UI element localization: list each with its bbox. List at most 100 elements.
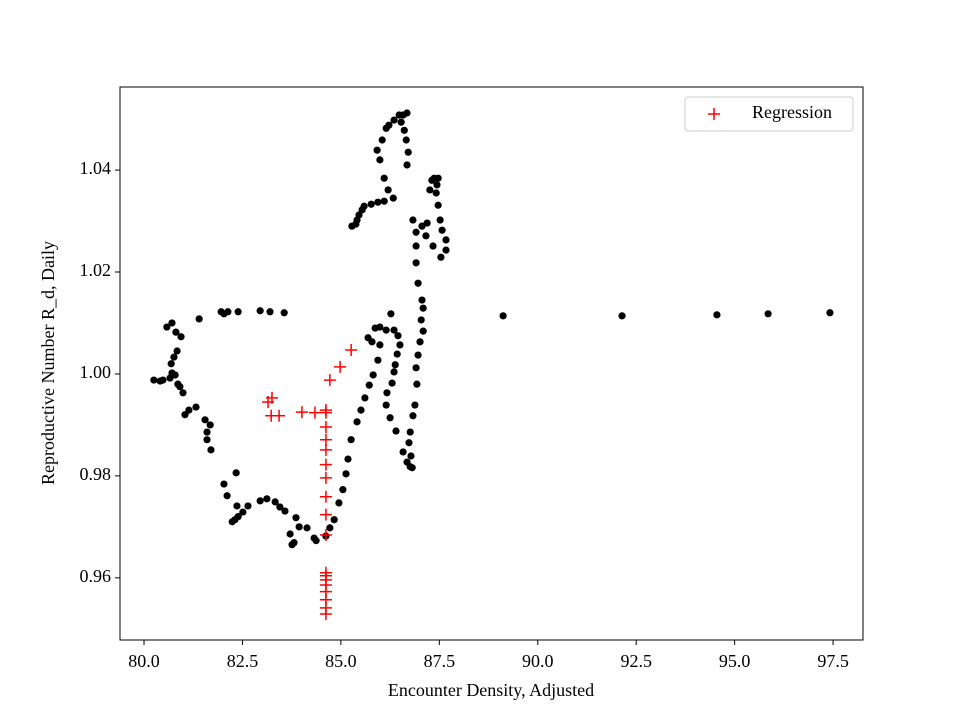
point bbox=[201, 416, 209, 424]
point bbox=[423, 219, 431, 227]
point bbox=[223, 492, 231, 500]
point bbox=[382, 124, 390, 132]
point bbox=[319, 529, 332, 542]
point bbox=[292, 514, 300, 522]
point bbox=[344, 455, 352, 463]
point bbox=[319, 566, 332, 579]
point bbox=[412, 364, 420, 372]
point bbox=[263, 495, 271, 503]
point bbox=[353, 418, 361, 426]
x-tick-label: 80.0 bbox=[128, 651, 160, 671]
point bbox=[391, 361, 399, 369]
point bbox=[203, 436, 211, 444]
point bbox=[432, 189, 440, 197]
x-tick-label: 95.0 bbox=[719, 651, 751, 671]
point bbox=[418, 296, 426, 304]
point bbox=[412, 259, 420, 267]
y-tick-label: 0.98 bbox=[80, 464, 112, 484]
point bbox=[319, 508, 332, 521]
point bbox=[438, 226, 446, 234]
point bbox=[376, 341, 384, 349]
y-axis-label: Reproductive Number R_d, Daily bbox=[38, 241, 58, 485]
point bbox=[339, 486, 347, 494]
point bbox=[319, 471, 332, 484]
point bbox=[170, 353, 178, 361]
point bbox=[326, 524, 334, 532]
point bbox=[177, 333, 185, 341]
point bbox=[334, 360, 347, 373]
point bbox=[171, 371, 179, 379]
point bbox=[442, 246, 450, 254]
point bbox=[383, 389, 391, 397]
point bbox=[393, 350, 401, 358]
point bbox=[826, 309, 834, 317]
point bbox=[416, 338, 424, 346]
point bbox=[403, 109, 411, 117]
point bbox=[412, 242, 420, 250]
point bbox=[406, 428, 414, 436]
point bbox=[426, 186, 434, 194]
point bbox=[405, 439, 413, 447]
point bbox=[397, 118, 405, 126]
point bbox=[365, 381, 373, 389]
point bbox=[303, 524, 311, 532]
point bbox=[368, 338, 376, 346]
point bbox=[399, 448, 407, 456]
point bbox=[618, 312, 626, 320]
point bbox=[396, 341, 404, 349]
point bbox=[422, 232, 430, 240]
x-tick-label: 92.5 bbox=[620, 651, 652, 671]
point bbox=[286, 530, 294, 538]
y-tick-label: 1.00 bbox=[80, 362, 112, 382]
x-tick-label: 82.5 bbox=[227, 651, 259, 671]
point bbox=[409, 412, 417, 420]
point bbox=[409, 216, 417, 224]
y-tick-label: 1.02 bbox=[80, 260, 112, 280]
point bbox=[382, 326, 390, 334]
point bbox=[173, 347, 181, 355]
point bbox=[265, 409, 278, 422]
point bbox=[319, 433, 332, 446]
x-tick-label: 85.0 bbox=[325, 651, 357, 671]
point bbox=[378, 136, 386, 144]
point bbox=[319, 443, 332, 456]
point bbox=[232, 469, 240, 477]
point bbox=[172, 328, 180, 336]
point bbox=[414, 279, 422, 287]
point bbox=[234, 308, 242, 316]
point bbox=[400, 126, 408, 134]
point bbox=[312, 537, 320, 545]
series bbox=[150, 109, 834, 549]
point bbox=[380, 174, 388, 182]
point bbox=[411, 401, 419, 409]
point bbox=[376, 323, 384, 331]
point bbox=[265, 391, 278, 404]
point bbox=[220, 480, 228, 488]
point bbox=[387, 310, 395, 318]
point bbox=[271, 498, 279, 506]
point bbox=[369, 371, 377, 379]
point bbox=[390, 326, 398, 334]
point bbox=[290, 539, 298, 547]
point bbox=[207, 446, 215, 454]
point bbox=[167, 360, 175, 368]
point bbox=[367, 200, 375, 208]
point bbox=[206, 421, 214, 429]
point bbox=[380, 197, 388, 205]
point bbox=[150, 376, 158, 384]
point bbox=[224, 308, 232, 316]
point bbox=[713, 311, 721, 319]
point bbox=[413, 380, 421, 388]
point bbox=[203, 428, 211, 436]
point bbox=[239, 508, 247, 516]
point bbox=[412, 228, 420, 236]
point bbox=[319, 458, 332, 471]
point bbox=[373, 146, 381, 154]
point bbox=[256, 497, 264, 505]
point bbox=[345, 343, 358, 356]
point bbox=[403, 161, 411, 169]
point bbox=[384, 186, 392, 194]
point bbox=[434, 201, 442, 209]
point bbox=[499, 312, 507, 320]
point bbox=[442, 236, 450, 244]
